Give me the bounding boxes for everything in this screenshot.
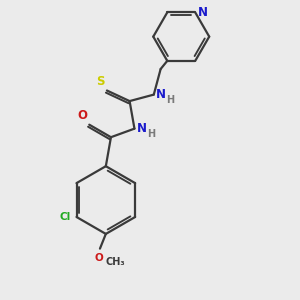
Text: N: N	[198, 6, 208, 19]
Text: Cl: Cl	[60, 212, 71, 222]
Text: S: S	[96, 75, 105, 88]
Text: N: N	[137, 122, 147, 135]
Text: CH₃: CH₃	[106, 257, 125, 267]
Text: O: O	[77, 109, 87, 122]
Text: H: H	[166, 95, 174, 105]
Text: H: H	[147, 129, 155, 139]
Text: N: N	[156, 88, 166, 101]
Text: O: O	[94, 253, 103, 263]
